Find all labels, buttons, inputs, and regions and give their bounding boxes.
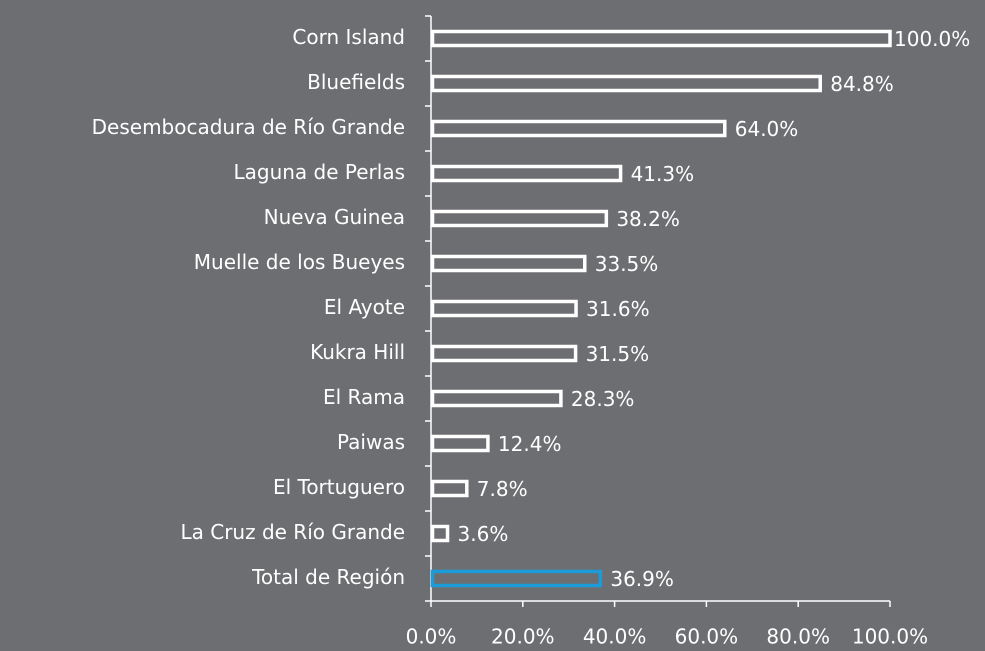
value-label: 64.0% [735,117,799,141]
x-tick-label: 0.0% [406,625,457,649]
bar [430,344,578,363]
bar [430,209,609,228]
value-label: 31.6% [586,297,650,321]
category-label: Laguna de Perlas [233,160,405,184]
value-label: 12.4% [498,432,562,456]
bar [430,29,892,48]
value-label: 84.8% [830,72,894,96]
value-label: 33.5% [595,252,659,276]
category-label: El Tortuguero [273,475,405,499]
x-tick-label: 20.0% [491,625,555,649]
x-tick-label: 40.0% [583,625,647,649]
bar [430,524,450,543]
category-label: Corn Island [292,25,405,49]
bar [430,479,469,498]
value-label: 3.6% [458,522,509,546]
category-label: Total de Región [251,565,405,589]
category-label: Bluefields [307,70,405,94]
bar [430,299,578,318]
bar [430,569,603,588]
bar [430,254,587,273]
x-tick-label: 60.0% [675,625,739,649]
x-tick-label: 100.0% [852,625,928,649]
category-label: Desembocadura de Río Grande [92,115,405,139]
value-label: 31.5% [586,342,650,366]
category-label: Paiwas [337,430,405,454]
value-label: 41.3% [631,162,695,186]
value-label: 28.3% [571,387,635,411]
category-label: El Ayote [324,295,405,319]
bar [430,389,563,408]
value-label: 100.0% [894,27,970,51]
category-label: Nueva Guinea [264,205,405,229]
x-tick-label: 80.0% [766,625,830,649]
category-label: Muelle de los Bueyes [194,250,405,274]
category-label: La Cruz de Río Grande [180,520,405,544]
value-label: 38.2% [616,207,680,231]
bar [430,74,822,93]
value-label: 36.9% [610,567,674,591]
category-label: Kukra Hill [310,340,405,364]
bar [430,434,490,453]
bar [430,164,623,183]
category-label: El Rama [323,385,405,409]
bar [430,119,727,138]
value-label: 7.8% [477,477,528,501]
